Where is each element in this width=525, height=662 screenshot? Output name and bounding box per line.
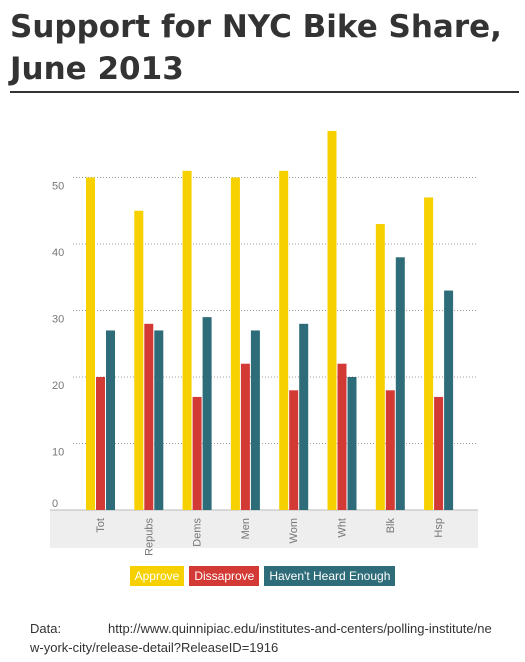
bar [424,197,434,510]
x-tick-label: Hsp [433,518,445,538]
bar [86,177,95,510]
bar [154,330,164,510]
legend-entry: Dissaprove [189,566,260,586]
bar [192,396,202,510]
bar [240,363,250,510]
legend-entry: Haven't Heard Enough [264,566,396,586]
x-tick-label: Wom [288,518,300,543]
source-url: http://www.quinnipiac.edu/institutes-and… [30,621,492,655]
y-tick-label: 40 [52,247,64,259]
x-tick-label: Tot [95,518,107,533]
bar [230,177,240,510]
x-tick-label: Dems [192,518,204,547]
bar [96,377,105,510]
bar [250,330,260,510]
bar [134,210,144,510]
legend-entry: Approve [129,566,185,586]
bar [347,377,357,510]
bar [444,290,454,510]
category-band [50,510,478,548]
bar [144,323,154,510]
bar [385,390,395,510]
bar [395,257,405,510]
x-tick-label: Repubs [143,518,155,556]
bar [434,396,444,510]
bar [375,224,385,511]
bar [327,130,337,510]
title-rule [10,91,519,93]
source-label: Data: [30,621,62,636]
y-tick-label: 30 [52,314,64,326]
y-tick-label: 20 [52,380,64,392]
y-tick-label: 50 [52,181,64,193]
bar [182,170,192,510]
x-tick-label: Blk [385,518,397,534]
legend: Approve Dissaprove Haven't Heard Enough [0,566,525,586]
y-tick-label: 10 [52,447,64,459]
bar [289,390,299,510]
bar [299,323,309,510]
chart: 0 10 20 30 40 50 Tot Repubs Dems Men Wom Wht Blk Hsp [50,130,478,556]
x-tick-label: Men [240,518,252,539]
x-tick-label: Wht [337,518,349,538]
bar [337,363,347,510]
bar [279,170,289,510]
chart-title: Support for NYC Bike Share, June 2013 [10,9,502,87]
bar [202,317,212,510]
y-tick-label: 0 [52,498,58,510]
source: Data: http://www.quinnipiac.edu/institute… [30,619,500,657]
bar [106,330,115,510]
